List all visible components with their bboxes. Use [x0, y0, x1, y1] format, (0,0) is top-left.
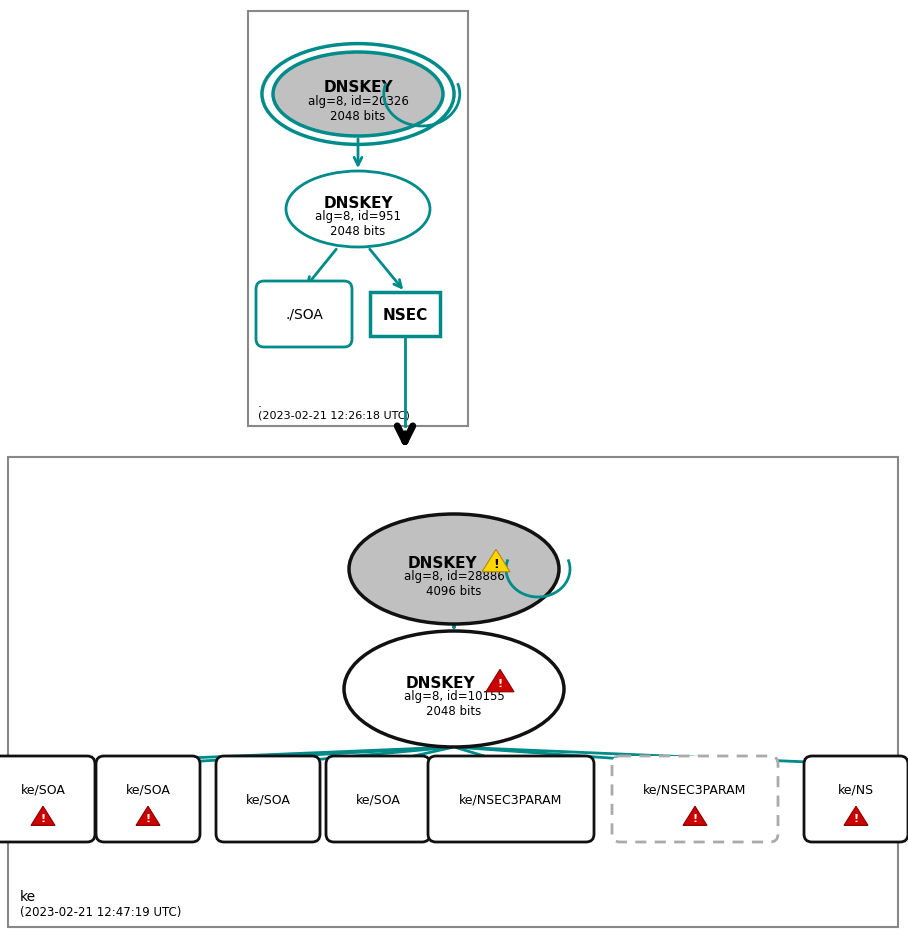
Ellipse shape: [344, 632, 564, 748]
Text: !: !: [693, 814, 697, 823]
Ellipse shape: [286, 172, 430, 247]
Ellipse shape: [349, 514, 559, 624]
Text: alg=8, id=10155
2048 bits: alg=8, id=10155 2048 bits: [404, 689, 504, 717]
Ellipse shape: [273, 53, 443, 137]
FancyBboxPatch shape: [256, 281, 352, 347]
FancyBboxPatch shape: [804, 756, 908, 842]
Text: DNSKEY: DNSKEY: [323, 195, 393, 211]
Text: DNSKEY: DNSKEY: [405, 675, 475, 690]
Text: ke/NSEC3PARAM: ke/NSEC3PARAM: [459, 793, 563, 805]
FancyBboxPatch shape: [612, 756, 778, 842]
Text: ke/SOA: ke/SOA: [356, 793, 400, 805]
Text: !: !: [854, 814, 859, 823]
Bar: [8, 458, 898, 927]
Text: DNSKEY: DNSKEY: [323, 80, 393, 95]
Bar: [370, 293, 440, 337]
Text: DNSKEY: DNSKEY: [407, 555, 477, 570]
Polygon shape: [482, 549, 510, 572]
Text: ./SOA: ./SOA: [285, 308, 323, 322]
Polygon shape: [486, 669, 514, 692]
Polygon shape: [683, 806, 707, 825]
Text: ke/SOA: ke/SOA: [21, 783, 65, 796]
Text: ke: ke: [20, 889, 36, 903]
Text: alg=8, id=28886
4096 bits: alg=8, id=28886 4096 bits: [404, 569, 504, 598]
Text: (2023-02-21 12:26:18 UTC): (2023-02-21 12:26:18 UTC): [258, 411, 410, 421]
Text: ke/NS: ke/NS: [838, 783, 874, 796]
Text: ke/SOA: ke/SOA: [125, 783, 171, 796]
Text: !: !: [498, 679, 502, 689]
Polygon shape: [31, 806, 55, 825]
Text: !: !: [493, 557, 498, 570]
FancyBboxPatch shape: [428, 756, 594, 842]
Text: !: !: [41, 814, 45, 823]
Text: ke/NSEC3PARAM: ke/NSEC3PARAM: [643, 783, 746, 796]
Text: .: .: [258, 396, 262, 410]
Text: (2023-02-21 12:47:19 UTC): (2023-02-21 12:47:19 UTC): [20, 905, 182, 918]
FancyBboxPatch shape: [0, 756, 95, 842]
FancyBboxPatch shape: [216, 756, 320, 842]
FancyBboxPatch shape: [96, 756, 200, 842]
Bar: [248, 12, 468, 427]
Polygon shape: [136, 806, 160, 825]
Text: !: !: [145, 814, 151, 823]
FancyBboxPatch shape: [326, 756, 430, 842]
Text: ke/SOA: ke/SOA: [245, 793, 291, 805]
Text: alg=8, id=951
2048 bits: alg=8, id=951 2048 bits: [315, 210, 401, 238]
Text: NSEC: NSEC: [382, 307, 428, 322]
Text: alg=8, id=20326
2048 bits: alg=8, id=20326 2048 bits: [308, 95, 409, 123]
Polygon shape: [844, 806, 868, 825]
